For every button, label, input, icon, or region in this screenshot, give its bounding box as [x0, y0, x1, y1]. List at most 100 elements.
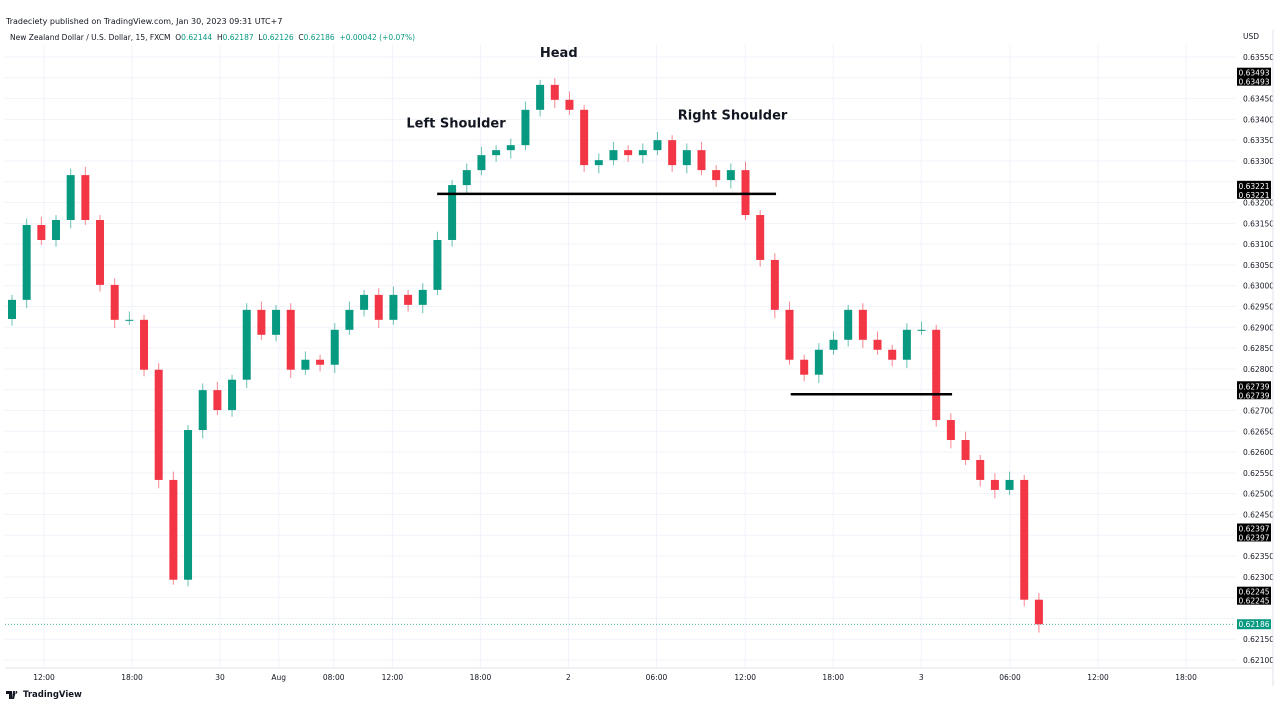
price-label: 0.62245	[1238, 588, 1269, 597]
candle-bearish	[140, 319, 149, 370]
low-label: L	[258, 33, 263, 42]
tradingview-logo-icon	[6, 691, 18, 699]
y-tick-label: 0.62900	[1243, 323, 1274, 332]
x-tick-label: 06:00	[646, 673, 668, 682]
y-tick-label: 0.63550	[1243, 53, 1274, 62]
price-label: 0.62739	[1238, 391, 1269, 400]
x-tick-label: 30	[215, 673, 225, 682]
close-label: C	[298, 33, 304, 42]
y-tick-label: 0.63400	[1243, 115, 1274, 124]
x-tick-label: 18:00	[121, 673, 143, 682]
current-price-badge	[1237, 619, 1271, 630]
high-value: 0.62187	[222, 33, 254, 42]
x-tick-label: Aug	[271, 673, 286, 682]
y-tick-label: 0.62800	[1243, 365, 1274, 374]
annotation-left-shoulder: Left Shoulder	[406, 117, 506, 132]
candle-bearish	[96, 220, 105, 285]
candle-bearish	[946, 420, 955, 441]
x-tick-label: 2	[566, 673, 571, 682]
x-tick-label: 18:00	[1175, 673, 1197, 682]
close-value: 0.62186	[303, 33, 335, 42]
y-tick-label: 0.63050	[1243, 261, 1274, 270]
candle-bearish	[858, 309, 867, 340]
candle-bullish	[1005, 479, 1014, 490]
candle-bullish	[814, 349, 823, 375]
y-tick-label: 0.62300	[1243, 573, 1274, 582]
candle-bullish	[492, 150, 501, 156]
price-label-badge	[1237, 180, 1271, 199]
candle-bullish	[638, 150, 647, 156]
change-value: +0.00042 (+0.07%)	[339, 33, 416, 42]
candle-bearish	[976, 459, 985, 480]
price-label: 0.62245	[1238, 597, 1269, 606]
y-tick-label: 0.62950	[1243, 303, 1274, 312]
y-tick-label: 0.63150	[1243, 219, 1274, 228]
annotation-right-shoulder: Right Shoulder	[678, 108, 788, 123]
candle-bullish	[506, 145, 515, 151]
candle-bearish	[154, 369, 163, 480]
candle-bearish	[770, 259, 779, 310]
candle-bullish	[228, 379, 237, 411]
publisher-note: Tradeciety published on TradingView.com,…	[6, 17, 283, 26]
candle-bearish	[81, 175, 90, 221]
candle-bearish	[286, 309, 295, 370]
x-tick-label: 06:00	[999, 673, 1021, 682]
price-label: 0.63221	[1238, 191, 1269, 200]
candle-bullish	[844, 309, 853, 340]
candle-bullish	[536, 84, 545, 110]
y-tick-label: 0.63300	[1243, 157, 1274, 166]
low-value: 0.62126	[262, 33, 294, 42]
x-tick-label: 12:00	[33, 673, 55, 682]
y-tick-label: 0.63200	[1243, 199, 1274, 208]
y-tick-label: 0.62500	[1243, 490, 1274, 499]
candle-bearish	[712, 170, 721, 181]
x-tick-label: 12:00	[1087, 673, 1109, 682]
candle-bullish	[462, 170, 471, 186]
candle-bullish	[345, 309, 354, 330]
candle-bearish	[932, 329, 941, 421]
candle-bullish	[433, 239, 442, 290]
candle-bearish	[785, 309, 794, 360]
x-tick-label: 18:00	[822, 673, 844, 682]
y-tick-label: 0.62650	[1243, 427, 1274, 436]
x-tick-label: 18:00	[470, 673, 492, 682]
candle-bearish	[404, 294, 413, 305]
y-tick-label: 0.62700	[1243, 406, 1274, 415]
candle-bullish	[184, 430, 193, 580]
candle-bullish	[198, 390, 207, 431]
x-tick-label: 12:00	[734, 673, 756, 682]
x-tick-label: 08:00	[323, 673, 345, 682]
candle-bearish	[888, 349, 897, 360]
candle-bullish	[521, 109, 530, 146]
candle-bearish	[169, 479, 178, 580]
price-label-badge	[1237, 381, 1271, 400]
y-tick-label: 0.62150	[1243, 635, 1274, 644]
y-tick-label: 0.63000	[1243, 282, 1274, 291]
brand-name: TradingView	[23, 690, 82, 700]
candle-bearish	[756, 215, 765, 260]
price-label: 0.62739	[1238, 382, 1269, 391]
candle-bullish	[726, 170, 735, 181]
candle-bullish	[52, 220, 61, 240]
y-tick-label: 0.63450	[1243, 95, 1274, 104]
candle-bullish	[609, 150, 618, 161]
candle-bullish	[242, 309, 251, 380]
candle-bearish	[1034, 599, 1043, 625]
candle-bearish	[213, 390, 222, 411]
price-label: 0.63493	[1238, 78, 1269, 87]
candle-bullish	[902, 329, 911, 360]
candle-bearish	[961, 440, 970, 460]
y-tick-label: 0.63100	[1243, 240, 1274, 249]
candle-bullish	[418, 289, 427, 305]
current-price-label: 0.62186	[1238, 620, 1269, 629]
candle-bullish	[125, 319, 134, 321]
tradingview-logo[interactable]: TradingView	[6, 690, 82, 700]
y-tick-label: 0.62850	[1243, 344, 1274, 353]
candle-bearish	[624, 150, 633, 156]
price-label: 0.62397	[1238, 524, 1269, 533]
candle-bearish	[697, 150, 706, 171]
y-tick-label: 0.62450	[1243, 510, 1274, 519]
price-label: 0.63221	[1238, 182, 1269, 191]
currency-label: USD	[1243, 32, 1259, 41]
